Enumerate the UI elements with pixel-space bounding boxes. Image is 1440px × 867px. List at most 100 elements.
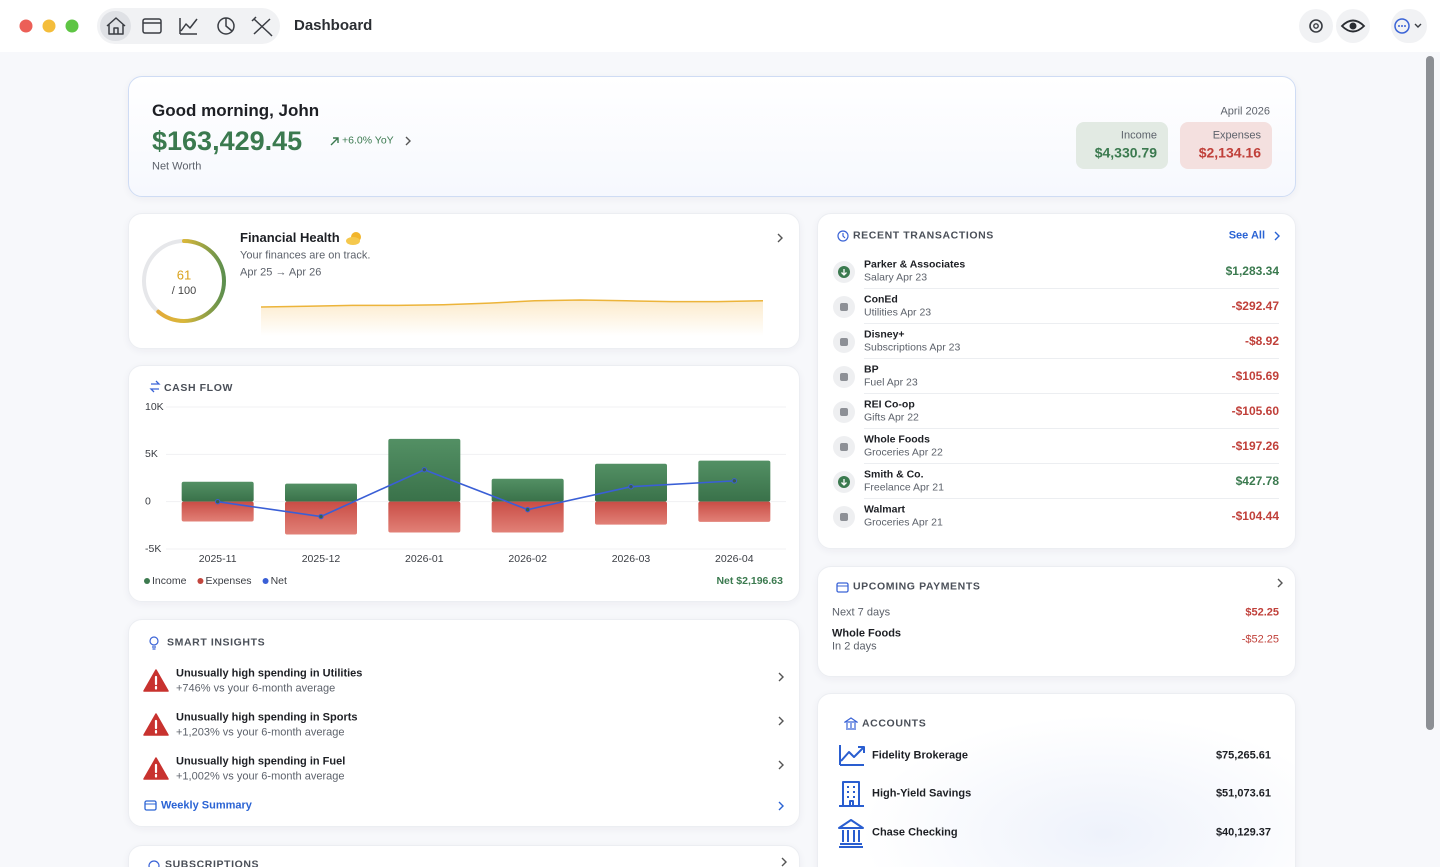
upcoming-chevron[interactable] bbox=[1275, 577, 1285, 589]
transaction-category: Subscriptions bbox=[864, 341, 928, 354]
chevron-path bbox=[778, 672, 784, 682]
x-tick-label: 2025-12 bbox=[302, 553, 341, 565]
nav-active-bg bbox=[100, 11, 131, 41]
reports-icon[interactable] bbox=[179, 18, 198, 35]
zoom-button[interactable] bbox=[65, 19, 79, 33]
transaction-category: Fuel bbox=[864, 376, 885, 389]
transaction-detail: Salary Apr 23 bbox=[864, 272, 927, 285]
trend-line bbox=[261, 299, 763, 308]
legend-label: Net bbox=[271, 575, 287, 587]
upcoming-card[interactable]: UPCOMING PAYMENTS Next 7 days $52.25 Who… bbox=[817, 566, 1296, 677]
chevron[interactable] bbox=[776, 759, 786, 771]
window-controls bbox=[19, 8, 280, 44]
divider bbox=[864, 463, 1279, 464]
home-icon[interactable] bbox=[106, 17, 126, 35]
insight-detail: +1,002% vs your 6-month average bbox=[176, 770, 345, 783]
cash-flow-bar bbox=[698, 501, 771, 522]
minimize-button[interactable] bbox=[42, 19, 56, 33]
subscriptions-card[interactable]: SUBSCRIPTIONS bbox=[128, 845, 800, 867]
health-subtitle: Your finances are on track. bbox=[240, 249, 371, 262]
transaction-amount: -$197.26 bbox=[1231, 438, 1279, 453]
net-total: Net $2,196.63 bbox=[716, 575, 783, 587]
divider bbox=[864, 498, 1279, 499]
divider bbox=[864, 358, 1279, 359]
net-point bbox=[421, 467, 428, 473]
y-tick-label: 10K bbox=[145, 401, 164, 413]
change-chevron[interactable] bbox=[403, 135, 413, 147]
weekly-summary-link[interactable]: Weekly Summary bbox=[161, 799, 252, 812]
x-tick-label: 2026-04 bbox=[715, 553, 754, 565]
transaction-date: Apr 22 bbox=[911, 446, 943, 459]
transaction-date: Apr 23 bbox=[886, 376, 918, 389]
accounts-icon[interactable] bbox=[142, 18, 162, 34]
cash-flow-bar bbox=[388, 501, 461, 533]
accounts-title: ACCOUNTS bbox=[862, 717, 927, 730]
warning-icon bbox=[143, 713, 169, 736]
transaction-detail: Fuel Apr 23 bbox=[864, 377, 918, 390]
subscriptions-icon bbox=[148, 860, 160, 867]
legend-label: Expenses bbox=[205, 575, 251, 587]
see-all-link[interactable]: See All bbox=[1228, 229, 1265, 242]
weekly-chevron[interactable] bbox=[776, 800, 786, 812]
chevron-path bbox=[778, 716, 784, 726]
accounts-card: ACCOUNTS Fidelity Brokerage $75,265.61 Hig… bbox=[817, 693, 1296, 867]
account-glyph bbox=[838, 819, 864, 848]
transaction-date: Apr 21 bbox=[911, 516, 943, 529]
cash-flow-bar bbox=[491, 478, 564, 502]
transaction-amount: -$8.92 bbox=[1244, 333, 1279, 348]
divider bbox=[864, 323, 1279, 324]
insight-title: Unusually high spending in Fuel bbox=[176, 755, 346, 768]
insights-icon bbox=[149, 636, 159, 650]
health-gauge: 61 / 100 bbox=[142, 239, 226, 323]
transaction-date: Apr 23 bbox=[900, 306, 932, 319]
net-worth-change: +6.0% YoY bbox=[342, 134, 394, 147]
see-all-chevron[interactable] bbox=[1272, 230, 1282, 242]
icon-glyph bbox=[840, 408, 848, 416]
transaction-detail: Gifts Apr 22 bbox=[864, 412, 919, 425]
legend-swatch bbox=[197, 578, 204, 584]
cash-flow-card: CASH FLOW 10K 5K 0 -5K 2025-11 2025-12 2026-01… bbox=[128, 365, 800, 602]
transaction-category: Gifts bbox=[864, 411, 886, 424]
transaction-amount: -$105.60 bbox=[1231, 403, 1279, 418]
transaction-category: Utilities bbox=[864, 306, 898, 319]
cash-flow-bar bbox=[181, 501, 254, 522]
payment-due: In 2 days bbox=[832, 640, 877, 653]
health-chevron[interactable] bbox=[775, 232, 785, 244]
chevron[interactable] bbox=[776, 671, 786, 683]
transaction-date: Apr 23 bbox=[896, 271, 928, 284]
tools-icon[interactable] bbox=[251, 16, 273, 37]
transaction-amount: $1,283.34 bbox=[1225, 263, 1279, 278]
transaction-icon bbox=[833, 366, 855, 388]
payment-name: Whole Foods bbox=[832, 627, 902, 640]
account-icon bbox=[839, 781, 864, 807]
account-balance: $40,129.37 bbox=[1215, 826, 1271, 839]
transaction-detail: Subscriptions Apr 23 bbox=[864, 342, 960, 355]
y-tick-label: 5K bbox=[145, 448, 158, 460]
transactions-card: RECENT TRANSACTIONS See All Parker & Ass… bbox=[817, 213, 1296, 549]
close-button[interactable] bbox=[19, 19, 33, 33]
icon-arrow bbox=[841, 479, 847, 486]
net-point bbox=[731, 478, 738, 484]
subscriptions-chevron[interactable] bbox=[779, 856, 789, 867]
transaction-name: REI Co-op bbox=[864, 398, 915, 411]
y-tick-label: 0 bbox=[145, 495, 151, 507]
transactions-title: RECENT TRANSACTIONS bbox=[853, 229, 994, 242]
health-range: Apr 25 → Apr 26 bbox=[240, 266, 322, 279]
accounts-icon bbox=[844, 717, 858, 730]
settings-button[interactable] bbox=[1299, 9, 1333, 43]
health-card[interactable]: Financial Health Your finances are on tr… bbox=[128, 213, 800, 349]
net-point bbox=[628, 484, 634, 490]
chevron-path bbox=[778, 760, 784, 770]
transaction-detail: Groceries Apr 21 bbox=[864, 517, 943, 530]
income-box: Income $4,330.79 bbox=[1076, 122, 1168, 169]
transaction-icon bbox=[833, 331, 855, 353]
transaction-category: Freelance bbox=[864, 481, 911, 494]
scrollbar[interactable] bbox=[1426, 56, 1434, 730]
weather-icon bbox=[346, 232, 361, 245]
transaction-name: BP bbox=[864, 363, 879, 376]
insight-detail: +746% vs your 6-month average bbox=[176, 682, 336, 695]
subscriptions-title: SUBSCRIPTIONS bbox=[165, 858, 260, 867]
insights-card: SMART INSIGHTS Weekly Summary Unusually … bbox=[128, 619, 800, 827]
transaction-icon bbox=[833, 436, 855, 458]
chevron[interactable] bbox=[776, 715, 786, 727]
